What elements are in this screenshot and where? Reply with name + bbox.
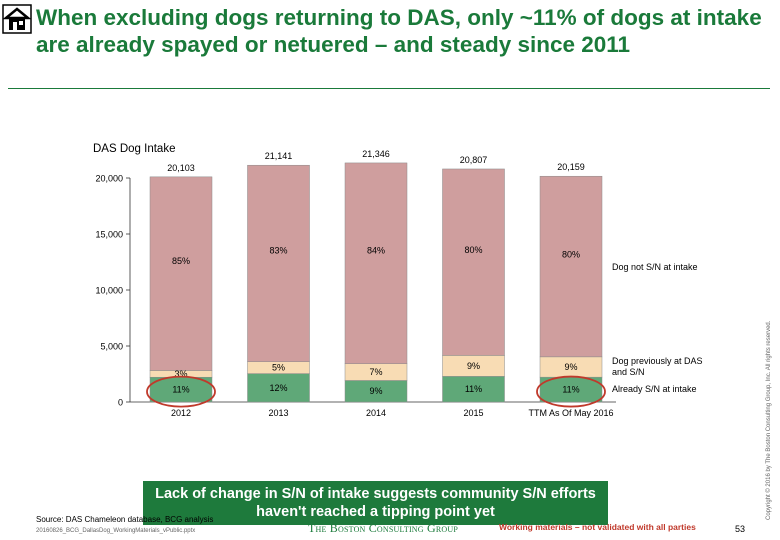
file-name: 20160826_BCG_DallasDog_WorkingMaterials_… xyxy=(36,528,196,534)
x-tick-label: 2013 xyxy=(268,408,288,418)
y-axis-ticks: 0 5,000 10,000 15,000 20,000 xyxy=(95,174,130,408)
x-tick-label: TTM As Of May 2016 xyxy=(528,408,613,418)
highlight-circle xyxy=(146,375,216,408)
segment-label: 9% xyxy=(467,361,480,371)
segment-label: 3% xyxy=(174,369,187,379)
segment-label: 84% xyxy=(367,245,385,255)
y-tick-label: 5,000 xyxy=(100,342,123,352)
y-tick-label: 20,000 xyxy=(95,174,123,184)
legend-item: Dog not S/N at intake xyxy=(612,262,698,272)
bar-total-label: 21,346 xyxy=(362,149,390,159)
page-number: 53 xyxy=(735,524,746,534)
segment-label: 83% xyxy=(269,246,287,256)
x-tick-label: 2015 xyxy=(463,408,483,418)
legend-line: and S/N xyxy=(612,367,645,377)
callout-box: Lack of change in S/N of intake suggests… xyxy=(143,481,608,525)
bars-group: 11% 3% 85% 20,103 2012 12% 5% 83% 21,141 2013 9% 7%… xyxy=(149,149,614,418)
x-tick-label: 2012 xyxy=(171,408,191,418)
segment-label: 5% xyxy=(272,363,285,373)
title-divider xyxy=(8,88,770,89)
bar-segment xyxy=(247,373,310,403)
bar-total-label: 20,103 xyxy=(167,163,195,173)
segment-label: 7% xyxy=(369,367,382,377)
page-title: When excluding dogs returning to DAS, on… xyxy=(36,5,762,57)
legend-item: Already S/N at intake xyxy=(612,384,697,394)
shelter-house-icon xyxy=(2,4,32,34)
bar-total-label: 20,807 xyxy=(460,155,488,165)
bar-segment xyxy=(247,164,310,362)
y-tick-label: 15,000 xyxy=(95,230,123,240)
segment-label: 80% xyxy=(464,245,482,255)
highlight-circles xyxy=(146,375,606,408)
segment-label: 85% xyxy=(172,256,190,266)
bar-total-label: 21,141 xyxy=(265,151,293,161)
copyright-note: Copyright © 2016 by The Boston Consultin… xyxy=(766,320,772,520)
segment-label: 9% xyxy=(369,386,382,396)
segment-label: 11% xyxy=(465,384,482,394)
segment-label: 12% xyxy=(269,383,287,393)
bar-segment xyxy=(344,162,408,364)
legend: Dog not S/N at intake Dog previously at D… xyxy=(612,262,703,394)
y-tick-label: 10,000 xyxy=(95,286,123,296)
segment-label: 11% xyxy=(562,385,579,395)
source-note: Source: DAS Chameleon database, BCG anal… xyxy=(36,515,214,524)
segment-label: 9% xyxy=(564,362,577,372)
y-tick-label: 0 xyxy=(118,398,123,408)
segment-label: 11% xyxy=(172,385,189,395)
bar-total-label: 20,159 xyxy=(557,162,585,172)
bar-segment xyxy=(442,376,505,403)
working-materials-note: Working materials – not validated with a… xyxy=(499,522,696,532)
chart-title: DAS Dog Intake xyxy=(93,143,175,155)
segment-label: 80% xyxy=(562,250,580,260)
bar-segment xyxy=(539,175,603,358)
highlight-circle xyxy=(536,375,606,408)
bar-segment xyxy=(442,168,505,356)
legend-line: Dog previously at DAS xyxy=(612,356,703,366)
bcg-brand-logo: The Boston Consulting Group xyxy=(308,521,458,535)
bar-segment xyxy=(149,176,213,371)
x-tick-label: 2014 xyxy=(366,408,386,418)
legend-item: Dog previously at DAS and S/N xyxy=(612,356,703,377)
bar-segment xyxy=(149,376,213,403)
